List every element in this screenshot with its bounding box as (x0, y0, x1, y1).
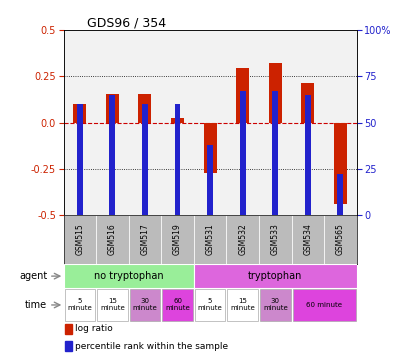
Bar (97, 289, 128, 321)
Text: 30
minute: 30 minute (262, 298, 287, 311)
Text: 60
minute: 60 minute (165, 298, 189, 311)
Text: GSM519: GSM519 (173, 223, 182, 255)
Bar (138, 94, 151, 123)
Bar (203, 123, 216, 172)
Bar (226, 215, 258, 264)
Bar (193, 215, 226, 264)
Bar (174, 104, 180, 215)
Text: log ratio: log ratio (75, 325, 112, 333)
Bar (96, 215, 128, 264)
Text: 5
minute: 5 minute (197, 298, 222, 311)
Bar (272, 91, 278, 215)
Bar (171, 118, 184, 123)
Bar (258, 215, 291, 264)
Bar (162, 289, 192, 321)
Bar (337, 174, 342, 215)
Bar (65, 324, 72, 334)
Bar (109, 95, 115, 215)
Bar (161, 215, 193, 264)
Text: tryptophan: tryptophan (247, 271, 302, 281)
Bar (142, 104, 148, 215)
Text: 60 minute: 60 minute (306, 302, 341, 308)
Text: 5
minute: 5 minute (67, 298, 92, 311)
Bar (63, 215, 96, 264)
Bar (207, 145, 213, 215)
Text: agent: agent (19, 271, 47, 281)
Bar (236, 68, 249, 123)
Text: GSM515: GSM515 (75, 223, 84, 255)
Bar (77, 104, 83, 215)
Text: GSM534: GSM534 (303, 223, 312, 255)
Text: GSM516: GSM516 (108, 223, 117, 255)
Text: no tryptophan: no tryptophan (94, 271, 163, 281)
Text: GSM531: GSM531 (205, 223, 214, 255)
Text: GDS96 / 354: GDS96 / 354 (87, 16, 166, 29)
Bar (292, 289, 355, 321)
Bar (268, 62, 281, 123)
Bar (129, 289, 160, 321)
Bar (239, 91, 245, 215)
Text: GSM565: GSM565 (335, 223, 344, 255)
Text: time: time (25, 300, 47, 310)
Bar (227, 289, 257, 321)
Bar (193, 264, 356, 288)
Bar (291, 215, 324, 264)
Text: 15
minute: 15 minute (230, 298, 254, 311)
Text: 30
minute: 30 minute (132, 298, 157, 311)
Text: GSM532: GSM532 (238, 223, 247, 255)
Text: percentile rank within the sample: percentile rank within the sample (75, 342, 227, 351)
Bar (64, 289, 95, 321)
Bar (106, 94, 119, 123)
Bar (73, 104, 86, 123)
Bar (128, 215, 161, 264)
Text: GSM533: GSM533 (270, 223, 279, 255)
Bar (301, 83, 314, 123)
Text: GSM517: GSM517 (140, 223, 149, 255)
Bar (333, 123, 346, 204)
Bar (304, 95, 310, 215)
Bar (63, 264, 193, 288)
Bar (65, 341, 72, 351)
Bar (324, 215, 356, 264)
Bar (194, 289, 225, 321)
Text: 15
minute: 15 minute (100, 298, 124, 311)
Bar (259, 289, 290, 321)
